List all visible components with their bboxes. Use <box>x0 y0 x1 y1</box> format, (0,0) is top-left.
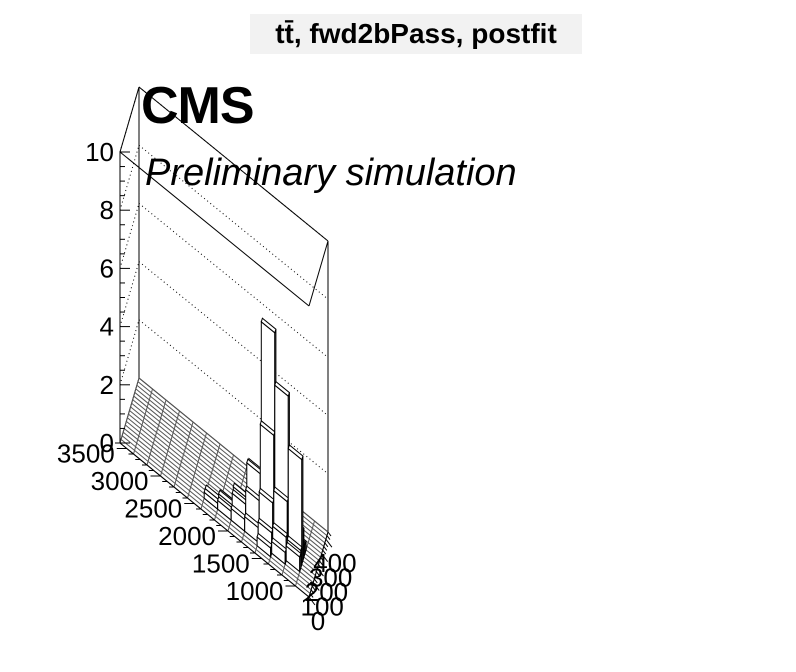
frame-edge <box>119 86 140 153</box>
x-major-tick <box>317 567 324 577</box>
x-tick-label: 400 <box>313 548 356 578</box>
grid-line <box>119 261 140 327</box>
grid-line <box>138 261 329 416</box>
bar-top <box>285 541 302 558</box>
grid-line <box>138 203 329 358</box>
grid-line <box>119 86 140 153</box>
lego-bars <box>203 317 307 573</box>
x-minor-tick <box>310 589 315 595</box>
y-tick-label: 1000 <box>226 576 284 606</box>
x-minor-tick <box>322 549 327 555</box>
grid-line <box>119 319 140 385</box>
x-major-tick <box>308 596 316 606</box>
bar-top <box>274 380 290 398</box>
x-tick-label: 200 <box>305 577 348 607</box>
x-minor-tick <box>318 564 322 569</box>
x-minor-tick <box>315 571 320 577</box>
x-tick-label: 300 <box>309 563 352 593</box>
z-tick-label: 2 <box>100 370 114 400</box>
floor-grid-line <box>146 399 167 466</box>
y-tick-label: 2000 <box>158 521 216 551</box>
x-major-tick <box>312 582 320 591</box>
cms-label: CMS <box>141 77 255 135</box>
grid-line <box>138 86 329 242</box>
floor-grid-line <box>187 432 207 499</box>
y-tick-label: 3000 <box>91 466 149 496</box>
floor-grid-line <box>160 410 180 477</box>
bar-top <box>260 317 277 334</box>
lego-bar <box>271 537 287 566</box>
x-minor-tick <box>324 542 329 548</box>
grid-line <box>138 144 329 300</box>
bar-top <box>286 535 303 552</box>
x-tick-label: 0 <box>311 606 325 636</box>
z-tick-label: 4 <box>100 312 114 342</box>
z-tick-label: 6 <box>100 253 114 283</box>
grid-line <box>119 145 140 211</box>
y-tick-label: 2500 <box>124 494 182 524</box>
z-tick-label: 10 <box>85 137 114 167</box>
floor-grid-line <box>119 377 140 444</box>
x-minor-tick <box>319 560 323 566</box>
lego-bar <box>285 541 302 573</box>
grid-line <box>138 319 329 475</box>
x-minor-tick <box>327 531 332 537</box>
z-tick-label: 0 <box>100 428 114 458</box>
bar-top <box>287 444 304 461</box>
preliminary-label: Preliminary simulation <box>145 152 517 194</box>
x-minor-tick <box>309 593 314 598</box>
tick-labels: 0246810010020030040010001500200025003000… <box>57 137 357 636</box>
x-minor-tick <box>313 578 318 584</box>
y-tick-label: 3500 <box>57 439 115 469</box>
x-major-tick <box>325 538 333 548</box>
y-tick-label: 1500 <box>192 549 250 579</box>
x-minor-tick <box>314 575 319 580</box>
chart-title: tt̄, fwd2bPass, postfit <box>250 14 582 54</box>
frame-edge <box>308 240 329 307</box>
x-minor-tick <box>320 556 325 562</box>
x-minor-tick <box>326 535 331 540</box>
bar-top <box>272 521 288 539</box>
x-tick-label: 100 <box>301 592 344 622</box>
z-tick-label: 8 <box>100 195 114 225</box>
x-minor-tick <box>323 546 328 551</box>
x-major-tick <box>321 553 329 562</box>
plot-axes <box>115 151 333 606</box>
floor-grid-line <box>173 421 194 488</box>
x-minor-tick <box>311 585 316 591</box>
frame-edge <box>119 151 310 307</box>
grid-line <box>119 203 140 269</box>
floor-grid-line <box>133 388 153 455</box>
